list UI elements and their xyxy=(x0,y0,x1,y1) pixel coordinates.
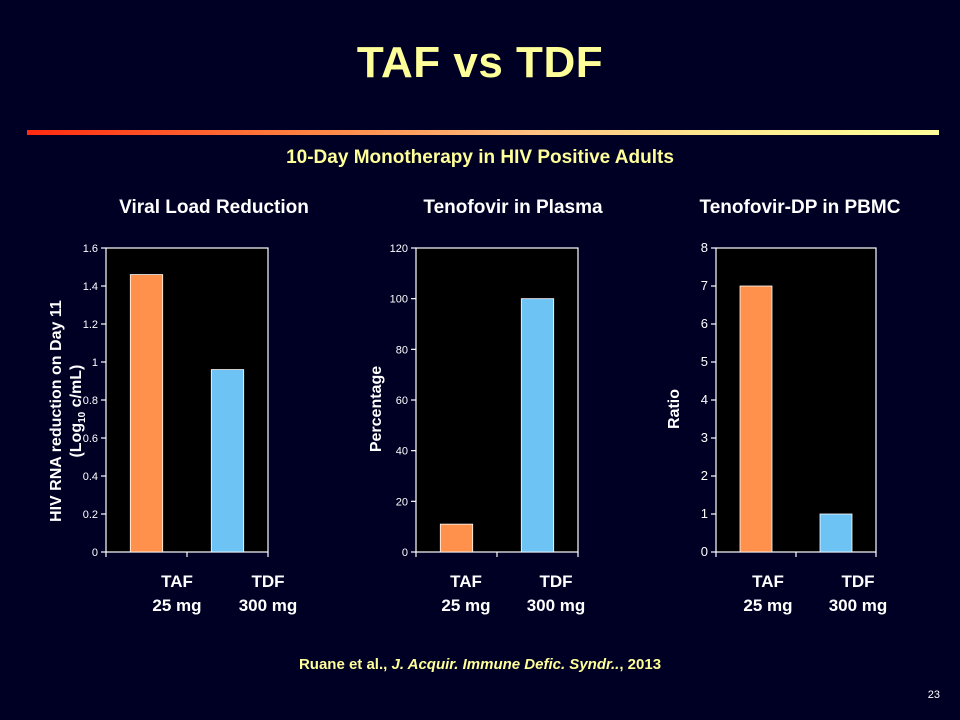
category-name: TDF xyxy=(251,572,285,591)
chart-3-title: Tenofovir-DP in PBMC xyxy=(699,197,901,218)
bar-taf xyxy=(739,285,773,553)
y-tick-label: 1 xyxy=(701,506,708,521)
y-tick-label: 20 xyxy=(396,496,408,508)
y-tick-label: 120 xyxy=(390,243,408,255)
y-tick-label: 0 xyxy=(402,547,408,559)
y-tick-label: 7 xyxy=(701,278,708,293)
chart-2-title: Tenofovir in Plasma xyxy=(423,197,603,218)
chart-1-title: Viral Load Reduction xyxy=(119,197,309,218)
y-tick-label: 1.2 xyxy=(83,319,98,331)
bar-taf xyxy=(129,274,164,553)
chart-2-xlabel-taf: TAF 25 mg xyxy=(436,570,496,618)
category-dose: 300 mg xyxy=(526,596,586,615)
y-tick-label: 1.6 xyxy=(83,243,98,255)
citation-year: , 2013 xyxy=(619,656,662,673)
y-tick-label: 5 xyxy=(701,354,708,369)
y-tick-label: 40 xyxy=(396,446,408,458)
y-tick-label: 8 xyxy=(701,240,708,255)
chart-3-xlabel-taf: TAF 25 mg xyxy=(738,570,798,618)
citation-journal: J. Acquir. Immune Defic. Syndr.. xyxy=(391,656,620,673)
bar-taf xyxy=(439,523,474,553)
slide-title: TAF vs TDF xyxy=(356,38,604,87)
chart-1-xlabel-tdf: TDF 300 mg xyxy=(228,570,308,618)
citation-authors: Ruane et al., xyxy=(298,656,392,673)
y-tick-label: 2 xyxy=(701,468,708,483)
chart-1-ylabel-line1: HIV RNA reduction on Day 11 xyxy=(47,300,65,522)
category-name: TAF xyxy=(450,572,482,591)
chart-2-xlabel-tdf: TDF 300 mg xyxy=(516,570,596,618)
y-tick-label: 0.2 xyxy=(83,509,98,521)
category-dose: 25 mg xyxy=(441,596,491,615)
y-tick-label: 60 xyxy=(396,395,408,407)
y-tick-label: 100 xyxy=(390,294,408,306)
bar-tdf xyxy=(210,369,245,553)
y-tick-label: 1 xyxy=(92,357,98,369)
category-dose: 300 mg xyxy=(238,596,298,615)
page-number: 23 xyxy=(927,689,940,701)
y-tick-label: 0 xyxy=(92,547,98,559)
category-dose: 25 mg xyxy=(152,596,202,615)
y-tick-label: 0.8 xyxy=(83,395,98,407)
y-tick-label: 6 xyxy=(701,316,708,331)
category-name: TAF xyxy=(752,572,784,591)
chart-3-xlabel-tdf: TDF 300 mg xyxy=(818,570,898,618)
category-dose: 300 mg xyxy=(828,596,888,615)
citation: Ruane et al., J. Acquir. Immune Defic. S… xyxy=(0,656,960,673)
title-divider xyxy=(27,130,939,135)
category-name: TDF xyxy=(841,572,875,591)
y-tick-label: 80 xyxy=(396,344,408,356)
y-tick-label: 0.6 xyxy=(83,433,98,445)
bar-tdf xyxy=(520,298,555,553)
y-tick-label: 1.4 xyxy=(83,281,98,293)
bar-tdf xyxy=(819,513,853,553)
y-tick-label: 0.4 xyxy=(83,471,98,483)
chart-1-xlabel-taf: TAF 25 mg xyxy=(147,570,207,618)
category-name: TAF xyxy=(161,572,193,591)
slide-subtitle: 10-Day Monotherapy in HIV Positive Adult… xyxy=(286,147,674,168)
category-dose: 25 mg xyxy=(743,596,793,615)
chart-viral-load: 0 0.2 0.4 0.6 0.8 1 1.2 1.4 1.6 xyxy=(83,243,269,559)
y-tick-label: 3 xyxy=(701,430,708,445)
y-tick-label: 0 xyxy=(701,544,708,559)
chart-pbmc: 0 1 2 3 4 5 6 7 8 xyxy=(701,240,877,559)
y-tick-label: 4 xyxy=(701,392,708,407)
chart-plasma: 0 20 40 60 80 100 120 xyxy=(390,243,579,559)
category-name: TDF xyxy=(539,572,573,591)
